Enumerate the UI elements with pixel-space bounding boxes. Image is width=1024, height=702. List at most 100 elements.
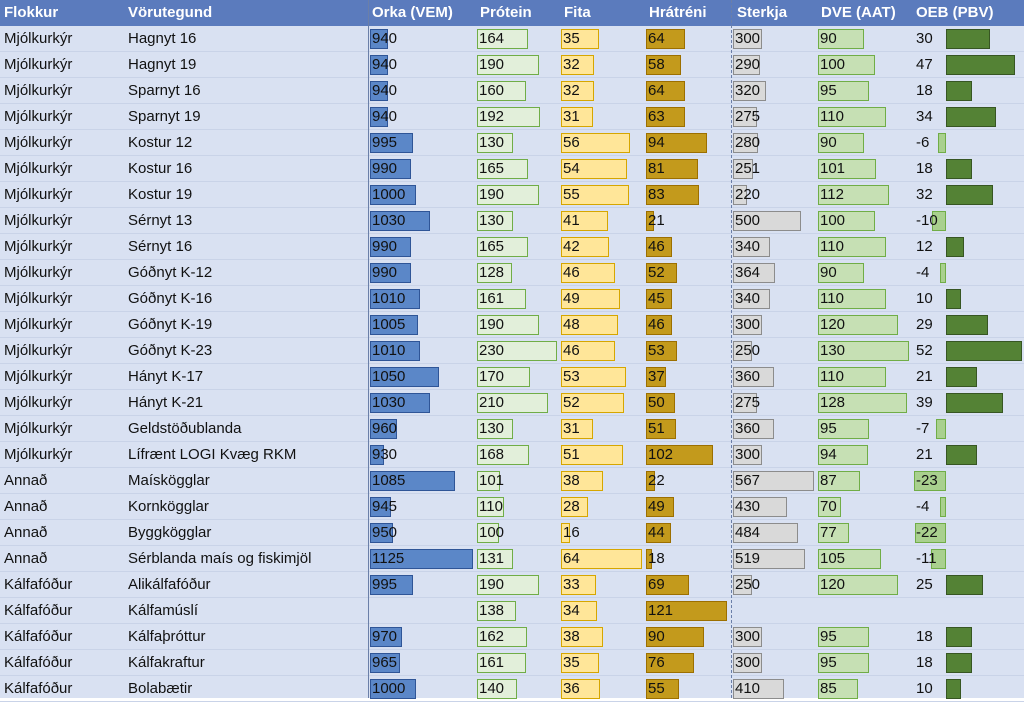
oeb-databar [931,549,946,569]
table-row[interactable]: Mjólkurkýr Góðnyt K-16 1010 161 49 45 340 110 10 [0,286,1024,312]
table-row[interactable]: Kálfafóður Kálfakraftur 965 161 35 76 300 95 18 [0,650,1024,676]
cell-orka: 990 [372,238,398,255]
cell-protein: 170 [479,368,505,385]
hratreni-databar [646,29,685,49]
sterkja-databar [733,627,762,647]
cell-oeb: 10 [916,680,933,697]
cell-fita: 38 [563,472,580,489]
cell-fita: 54 [563,160,580,177]
table-row[interactable]: Kálfafóður Kálfamúslí 138 34 121 [0,598,1024,624]
table-row[interactable]: Annað Kornkögglar 945 110 28 49 430 70 -4 [0,494,1024,520]
header-protein[interactable]: Prótein [480,4,532,21]
cell-protein: 128 [479,264,505,281]
cell-hratreni: 55 [648,680,665,697]
table-row[interactable]: Kálfafóður Alikálfafóður 995 190 33 69 250 120 2… [0,572,1024,598]
table-row[interactable]: Mjólkurkýr Geldstöðublanda 960 130 31 51 360 95… [0,416,1024,442]
table-row[interactable]: Mjólkurkýr Hányt K-17 1050 170 53 37 360 110 21 [0,364,1024,390]
cell-fita: 55 [563,186,580,203]
table-row[interactable]: Kálfafóður Bolabætir 1000 140 36 55 410 85 10 [0,676,1024,702]
hratreni-databar [646,341,677,361]
cell-vorutegund: Hányt K-21 [128,394,204,411]
cell-flokkur: Mjólkurkýr [4,108,73,125]
table-row[interactable]: Mjólkurkýr Lífrænt LOGI Kvæg RKM 930 168 51 1… [0,442,1024,468]
cell-oeb: 18 [916,82,933,99]
table-row[interactable]: Mjólkurkýr Hagnyt 16 940 164 35 64 300 90 30 [0,26,1024,52]
table-row[interactable]: Mjólkurkýr Sparnyt 19 940 192 31 63 275 110 34 [0,104,1024,130]
cell-fita: 31 [563,420,580,437]
sterkja-databar [733,549,805,569]
cell-hratreni: 94 [648,134,665,151]
header-sterkja[interactable]: Sterkja [737,4,788,21]
protein-databar [477,497,504,517]
header-orka[interactable]: Orka (VEM) [372,4,453,21]
cell-dve: 120 [820,576,846,593]
oeb-databar [946,575,983,595]
fita-databar [561,29,599,49]
cell-hratreni: 121 [648,602,674,619]
table-row[interactable]: Mjólkurkýr Kostur 12 995 130 56 94 280 90 -6 [0,130,1024,156]
cell-fita: 48 [563,316,580,333]
cell-fita: 51 [563,446,580,463]
header-fita[interactable]: Fita [564,4,591,21]
sterkja-databar [733,497,787,517]
dve-databar [818,575,898,595]
cell-protein: 190 [479,56,505,73]
header-flokkur[interactable]: Flokkur [4,4,59,21]
oeb-databar [936,419,946,439]
sterkja-databar [733,575,752,595]
table-row[interactable]: Mjólkurkýr Hányt K-21 1030 210 52 50 275 128 39 [0,390,1024,416]
cell-dve: 120 [820,316,846,333]
cell-sterkja: 519 [735,550,761,567]
cell-fita: 53 [563,368,580,385]
cell-orka: 930 [372,446,398,463]
cell-flokkur: Kálfafóður [4,654,73,671]
orka-databar [370,289,420,309]
cell-orka: 960 [372,420,398,437]
cell-vorutegund: Góðnyt K-12 [128,264,213,281]
cell-dve: 90 [820,30,837,47]
sterkja-databar [733,653,762,673]
table-row[interactable]: Kálfafóður Kálfaþróttur 970 162 38 90 300 95 18 [0,624,1024,650]
header-dve[interactable]: DVE (AAT) [821,4,896,21]
cell-vorutegund: Sparnyt 16 [128,82,201,99]
cell-dve: 112 [820,186,844,203]
cell-protein: 190 [479,576,505,593]
cell-hratreni: 22 [648,472,665,489]
fita-databar [561,81,594,101]
header-row: Flokkur Vörutegund Orka (VEM) Prótein Fi… [0,0,1024,26]
table-row[interactable]: Mjólkurkýr Kostur 16 990 165 54 81 251 101 18 [0,156,1024,182]
header-vorutegund[interactable]: Vörutegund [128,4,213,21]
table-row[interactable]: Mjólkurkýr Sérnyt 16 990 165 42 46 340 110 12 [0,234,1024,260]
dve-databar [818,471,860,491]
cell-orka: 950 [372,524,398,541]
dve-databar [818,237,886,257]
table-row[interactable]: Annað Maískögglar 1085 101 38 22 567 87 -23 [0,468,1024,494]
cell-hratreni: 37 [648,368,665,385]
header-hratreni[interactable]: Hrátréni [649,4,707,21]
cell-flokkur: Mjólkurkýr [4,30,73,47]
table-row[interactable]: Mjólkurkýr Góðnyt K-12 990 128 46 52 364 90 -4 [0,260,1024,286]
table-row[interactable]: Mjólkurkýr Sérnyt 13 1030 130 41 21 500 100 -10 [0,208,1024,234]
cell-hratreni: 51 [648,420,665,437]
cell-orka: 1010 [372,342,406,359]
cell-protein: 162 [479,628,505,645]
table-row[interactable]: Mjólkurkýr Hagnyt 19 940 190 32 58 290 100 47 [0,52,1024,78]
protein-databar [477,419,513,439]
cell-dve: 95 [820,628,837,645]
table-row[interactable]: Mjólkurkýr Góðnyt K-19 1005 190 48 46 300 120 29 [0,312,1024,338]
table-row[interactable]: Mjólkurkýr Sparnyt 16 940 160 32 64 320 95 18 [0,78,1024,104]
header-oeb[interactable]: OEB (PBV) [916,4,994,21]
cell-dve: 87 [820,472,837,489]
cell-fita: 31 [563,108,580,125]
orka-databar [370,263,411,283]
table-row[interactable]: Mjólkurkýr Góðnyt K-23 1010 230 46 53 250 130 52 [0,338,1024,364]
cell-fita: 36 [563,680,580,697]
table-row[interactable]: Annað Sérblanda maís og fiskimjöl 1125 131 6… [0,546,1024,572]
table-row[interactable]: Mjólkurkýr Kostur 19 1000 190 55 83 220 112 32 [0,182,1024,208]
cell-vorutegund: Kostur 16 [128,160,193,177]
cell-orka: 1005 [372,316,406,333]
cell-protein: 140 [479,680,505,697]
cell-oeb: 18 [916,160,933,177]
table-row[interactable]: Annað Byggkögglar 950 100 16 44 484 77 -22 [0,520,1024,546]
cell-flokkur: Mjólkurkýr [4,394,73,411]
